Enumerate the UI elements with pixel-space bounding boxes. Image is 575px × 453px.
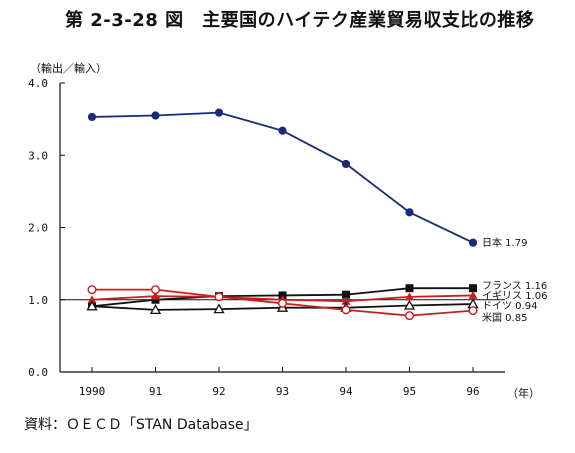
series-end-label: 日本 1.79 bbox=[482, 236, 527, 249]
data-point bbox=[87, 112, 97, 122]
data-point bbox=[469, 284, 477, 293]
data-point bbox=[468, 290, 478, 299]
data-point bbox=[278, 126, 287, 135]
series-end-label: フランス 1.16 bbox=[482, 280, 547, 292]
data-point bbox=[403, 299, 416, 310]
data-point bbox=[405, 311, 415, 321]
x-tick-label: 92 bbox=[212, 385, 225, 398]
data-point bbox=[342, 290, 350, 299]
data-point bbox=[278, 298, 288, 308]
x-tick-label: 93 bbox=[276, 385, 289, 398]
data-point bbox=[150, 285, 160, 295]
x-axis-unit-label: （年） bbox=[507, 387, 540, 400]
data-point bbox=[213, 303, 225, 314]
y-tick-label: 2.0 bbox=[28, 222, 48, 235]
y-tick-label: 1.0 bbox=[28, 294, 48, 307]
x-tick-label: 91 bbox=[149, 385, 162, 398]
data-point bbox=[341, 305, 351, 315]
data-point bbox=[405, 292, 414, 301]
data-point bbox=[214, 292, 224, 302]
data-point bbox=[214, 108, 224, 117]
x-tick-label: 94 bbox=[339, 385, 353, 398]
data-point bbox=[405, 284, 414, 293]
data-point bbox=[151, 111, 160, 120]
data-point bbox=[405, 208, 414, 217]
data-point bbox=[86, 300, 98, 311]
x-tick-label: 1990 bbox=[79, 385, 106, 398]
series-end-label: ドイツ 0.94 bbox=[482, 301, 537, 312]
chart-title: 第 2-3-28 図 主要国のハイテク産業貿易収支比の推移 bbox=[65, 10, 535, 31]
y-axis-unit-label: （輸出／輸入） bbox=[30, 62, 107, 75]
data-point bbox=[87, 285, 97, 295]
data-point bbox=[341, 296, 351, 305]
series-end-label: 米国 0.85 bbox=[482, 311, 527, 324]
y-tick-label: 4.0 bbox=[28, 77, 48, 90]
data-point bbox=[468, 238, 478, 247]
data-point bbox=[149, 304, 162, 315]
data-point bbox=[468, 306, 478, 316]
data-point bbox=[341, 159, 351, 169]
y-tick-label: 0.0 bbox=[28, 366, 48, 379]
data-point bbox=[151, 295, 160, 304]
y-tick-label: 3.0 bbox=[28, 149, 48, 162]
data-point bbox=[151, 291, 160, 300]
data-point bbox=[87, 295, 97, 304]
x-tick-label: 95 bbox=[403, 385, 416, 398]
source-note: 資料：ＯＥＣＤ「STAN Database」 bbox=[24, 417, 258, 433]
series-end-label: イギリス 1.06 bbox=[482, 290, 547, 302]
x-tick-label: 96 bbox=[466, 385, 479, 398]
